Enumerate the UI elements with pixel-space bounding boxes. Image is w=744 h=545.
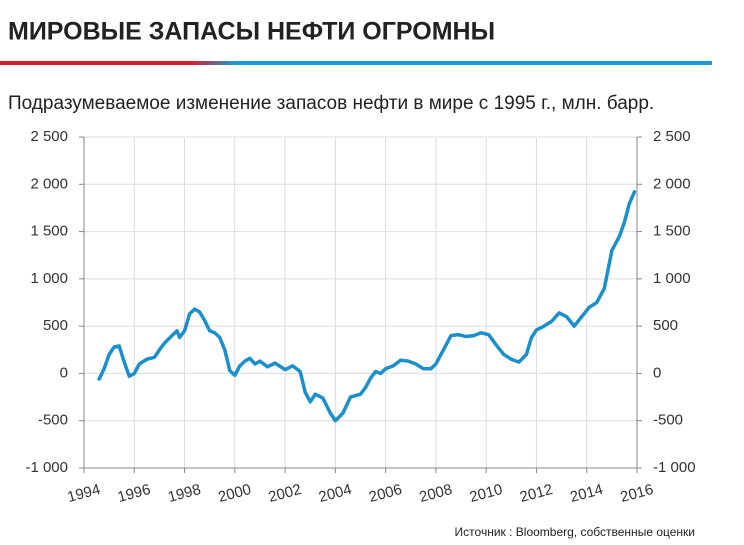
- x-tick-label: 2014: [568, 481, 605, 506]
- subtitle: Подразумеваемое изменение запасов нефти …: [8, 93, 654, 114]
- y-tick-label: 1 000: [30, 270, 68, 287]
- y2-tick-label: 2 500: [653, 128, 691, 145]
- y-tick-label: 2 500: [30, 128, 68, 145]
- y-tick-label: 1 500: [30, 223, 68, 240]
- x-tick-label: 2012: [518, 481, 555, 506]
- y2-tick-label: 2 000: [653, 175, 691, 192]
- x-tick-label: 2016: [619, 481, 656, 506]
- y-tick-label: -500: [38, 412, 68, 429]
- x-tick-label: 1998: [166, 481, 203, 506]
- y-tick-label: 0: [60, 364, 68, 381]
- y-tick-label: 500: [43, 317, 68, 334]
- y-tick-label: 2 000: [30, 175, 68, 192]
- x-tick-label: 2004: [317, 481, 354, 506]
- y2-tick-label: -500: [653, 412, 683, 429]
- x-tick-label: 2002: [267, 481, 304, 506]
- chart-title: МИРОВЫЕ ЗАПАСЫ НЕФТИ ОГРОМНЫ: [8, 18, 495, 46]
- y2-tick-label: -1 000: [653, 459, 696, 476]
- x-tick-label: 2000: [216, 481, 253, 506]
- x-tick-label: 2010: [468, 481, 505, 506]
- source: Источник : Bloomberg, собственные оценки: [455, 525, 695, 539]
- x-tick-label: 1996: [116, 481, 153, 506]
- line: [97, 190, 637, 423]
- x-tick-label: 2008: [417, 481, 454, 506]
- y2-tick-label: 1 500: [653, 223, 691, 240]
- y-tick-label: -1 000: [25, 459, 68, 476]
- y2-tick-label: 1 000: [653, 270, 691, 287]
- x-tick-label: 2006: [367, 481, 404, 506]
- y2-tick-label: 500: [653, 317, 678, 334]
- divider: [0, 61, 712, 65]
- x-tick-label: 1994: [66, 481, 103, 506]
- y2-tick-label: 0: [653, 364, 661, 381]
